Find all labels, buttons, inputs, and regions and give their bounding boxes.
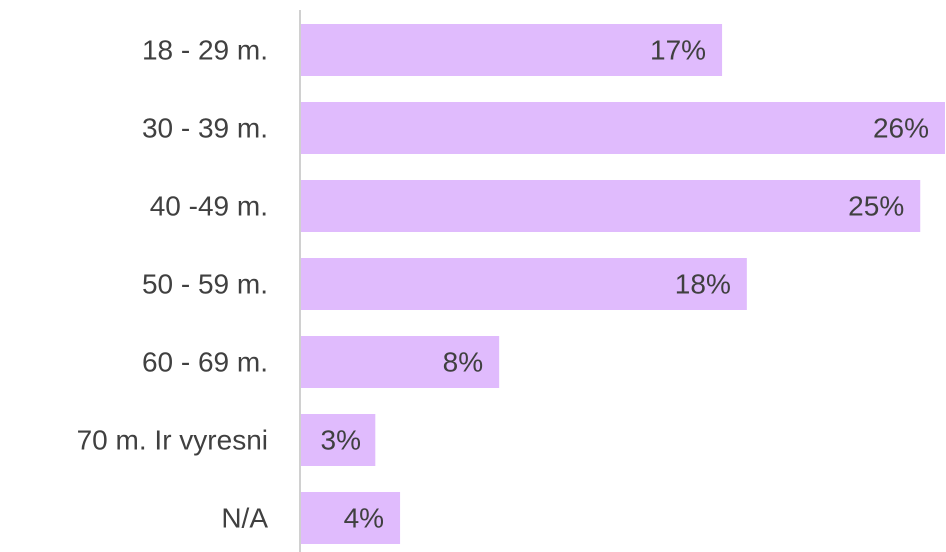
bar [301,336,500,388]
value-label: 26% [873,112,929,143]
y-tick-label: 30 - 39 m. [142,112,268,143]
bar [301,102,945,154]
y-tick-label: 70 m. Ir vyresni [77,424,268,455]
bar [301,492,401,544]
value-label: 17% [650,34,706,65]
y-tick-label: 50 - 59 m. [142,268,268,299]
y-tick-label: 18 - 29 m. [142,34,268,65]
value-label: 3% [321,424,361,455]
bar [301,180,921,232]
bar [301,24,723,76]
value-label: 8% [443,346,483,377]
value-label: 18% [675,268,731,299]
bar [301,258,747,310]
y-tick-label: 40 -49 m. [150,190,268,221]
bar [301,414,376,466]
y-tick-label: 60 - 69 m. [142,346,268,377]
value-label: 25% [848,190,904,221]
value-label: 4% [344,502,384,533]
y-tick-label: N/A [221,502,268,533]
